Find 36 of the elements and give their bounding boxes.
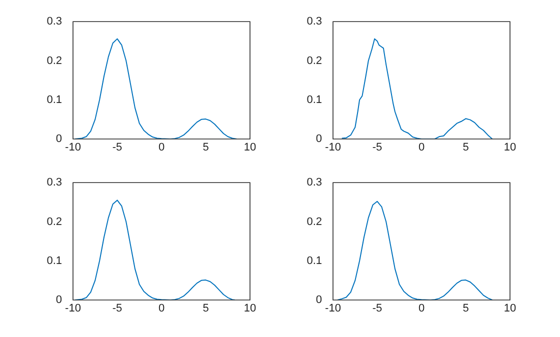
x-tick-label: 5 <box>462 302 469 315</box>
y-tick-label: 0.3 <box>306 176 322 189</box>
x-tick-label: -10 <box>65 142 81 154</box>
x-tick-label: 10 <box>504 142 516 154</box>
y-tick-label: 0.1 <box>306 94 322 106</box>
y-tick-label: 0 <box>316 133 322 146</box>
y-tick-label: 0.3 <box>46 176 62 189</box>
y-tick-label: 0.2 <box>306 216 322 228</box>
x-tick-label: 5 <box>462 142 469 154</box>
x-tick-label: 10 <box>244 142 256 154</box>
y-tick-label: 0 <box>56 294 62 306</box>
x-tick-label: -10 <box>325 302 341 315</box>
x-tick-label: 5 <box>202 302 209 315</box>
y-tick-label: 0.1 <box>46 254 62 267</box>
x-tick-label: 0 <box>418 142 425 154</box>
x-tick-label: -5 <box>372 302 382 315</box>
x-tick-label: -10 <box>325 142 341 154</box>
x-tick-label: 0 <box>158 302 165 315</box>
x-tick-label: -10 <box>65 302 81 315</box>
y-tick-label: 0 <box>316 294 322 306</box>
y-tick-label: 0.3 <box>306 16 322 28</box>
x-tick-label: 5 <box>202 142 209 154</box>
y-tick-label: 0.2 <box>46 216 62 228</box>
x-tick-label: 10 <box>504 302 516 315</box>
y-tick-label: 0 <box>56 133 62 146</box>
x-tick-label: 0 <box>158 142 165 154</box>
x-tick-label: 10 <box>244 302 256 315</box>
y-tick-label: 0.3 <box>46 16 62 28</box>
x-tick-label: -5 <box>112 142 122 154</box>
y-tick-label: 0.1 <box>46 94 62 106</box>
y-tick-label: 0.1 <box>306 254 322 267</box>
y-tick-label: 0.2 <box>306 54 322 67</box>
y-tick-label: 0.2 <box>46 54 62 67</box>
x-tick-label: -5 <box>372 142 382 154</box>
x-tick-label: 0 <box>418 302 425 315</box>
x-tick-label: -5 <box>112 302 122 315</box>
